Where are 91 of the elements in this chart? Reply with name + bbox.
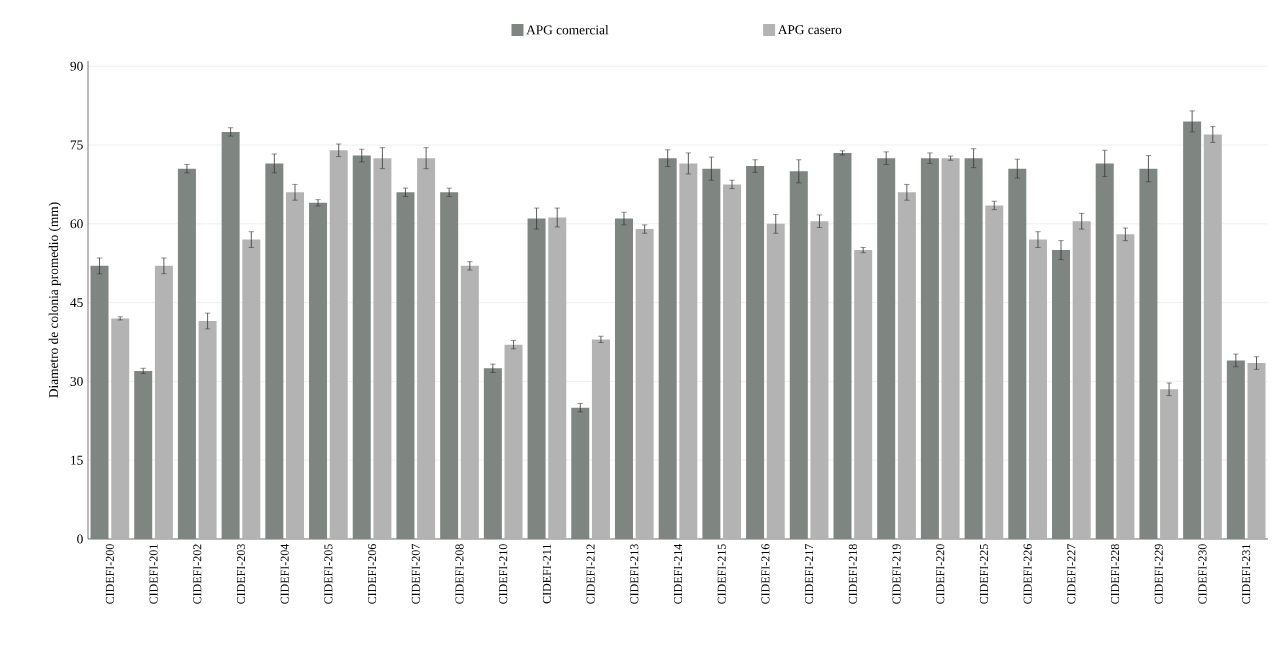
- bar: [1139, 168, 1158, 539]
- x-tick-label: CIDEFI-208: [455, 544, 464, 604]
- x-tick-label: CIDEFI-216: [761, 544, 770, 604]
- y-tick-label: 45: [70, 298, 83, 308]
- bar: [964, 158, 983, 539]
- bar: [504, 344, 523, 539]
- x-tick-label: CIDEFI-228: [1111, 544, 1120, 604]
- bar: [221, 131, 240, 539]
- x-tick-label: CIDEFI-202: [193, 544, 202, 604]
- bar: [810, 221, 829, 539]
- bar: [1095, 163, 1114, 539]
- bar: [1072, 221, 1091, 539]
- bar: [1116, 234, 1135, 539]
- bar: [154, 265, 173, 539]
- bar: [1160, 389, 1179, 539]
- bar: [198, 321, 217, 539]
- bar: [679, 163, 698, 539]
- x-tick-label: CIDEFI-211: [542, 544, 551, 604]
- bar: [1203, 134, 1222, 539]
- x-tick-label: CIDEFI-217: [805, 544, 814, 604]
- bar: [460, 265, 479, 539]
- bar: [548, 217, 567, 539]
- bar: [329, 150, 348, 539]
- bar: [985, 205, 1004, 539]
- x-tick-label: CIDEFI-203: [236, 544, 246, 604]
- y-tick-label: 60: [70, 219, 83, 229]
- x-tick-label: CIDEFI-227: [1067, 544, 1076, 604]
- bar: [90, 265, 109, 539]
- y-tick-label: 15: [71, 455, 83, 465]
- x-tick-label: CIDEFI-206: [368, 544, 377, 604]
- bar: [897, 192, 916, 539]
- x-tick-label: CIDEFI-200: [105, 544, 114, 604]
- bar: [941, 158, 960, 539]
- bar: [723, 184, 742, 539]
- bar: [614, 218, 633, 539]
- x-tick-label: CIDEFI-210: [499, 544, 508, 604]
- bar: [396, 192, 415, 539]
- bar: [1183, 121, 1202, 539]
- bar: [877, 158, 896, 539]
- bar: [854, 250, 873, 539]
- x-tick-label: CIDEFI-214: [673, 543, 683, 604]
- bar: [242, 239, 261, 539]
- bar: [571, 407, 590, 539]
- x-tick-label: CIDEFI-204: [280, 543, 289, 604]
- x-tick-label: CIDEFI-220: [936, 544, 945, 604]
- legend-label: APG comercial: [526, 25, 609, 35]
- x-tick-label: CIDEFI-226: [1023, 544, 1032, 604]
- x-tick-label: CIDEFI-205: [324, 544, 333, 604]
- legend-label: APG casero: [777, 25, 842, 35]
- y-tick-label: 90: [70, 61, 83, 71]
- bar: [1226, 360, 1245, 539]
- y-tick-label: 0: [77, 534, 83, 544]
- y-tick-label: 75: [70, 140, 83, 150]
- bar: [309, 202, 328, 539]
- bar: [265, 163, 284, 539]
- bar: [658, 158, 677, 539]
- bar: [702, 168, 721, 539]
- x-tick-label: CIDEFI-213: [630, 544, 639, 604]
- x-tick-label: CIDEFI-231: [1242, 544, 1251, 604]
- bar: [286, 192, 305, 539]
- x-tick-label: CIDEFI-207: [411, 544, 420, 604]
- x-tick-label: CIDEFI-219: [892, 544, 901, 604]
- bar: [134, 370, 153, 539]
- x-tick-label: CIDEFI-225: [979, 544, 988, 604]
- bar: [352, 155, 371, 539]
- x-tick-label: CIDEFI-230: [1198, 544, 1207, 604]
- x-tick-label: CIDEFI-201: [149, 544, 158, 604]
- bar: [111, 318, 130, 539]
- bar: [1052, 250, 1071, 539]
- bar: [177, 168, 196, 539]
- y-tick-label: 30: [70, 376, 83, 386]
- bar: [527, 218, 546, 539]
- bar: [417, 158, 436, 539]
- bar: [1247, 363, 1266, 539]
- bar: [789, 171, 808, 539]
- x-tick-label: CIDEFI-215: [717, 544, 726, 604]
- bar: [1008, 168, 1027, 539]
- bar: [920, 158, 939, 539]
- bar: [440, 192, 459, 539]
- x-tick-label: CIDEFI-229: [1154, 544, 1163, 604]
- bar: [483, 368, 502, 539]
- bar: [373, 158, 392, 539]
- bar: [833, 152, 852, 539]
- x-tick-label: CIDEFI-212: [586, 544, 595, 604]
- bar: [746, 166, 765, 539]
- bar: [1028, 239, 1047, 539]
- y-axis-title: Diametro de colonia promedio (mm): [48, 202, 61, 398]
- x-tick-label: CIDEFI-218: [848, 544, 857, 604]
- bar: [591, 339, 610, 539]
- bar: [766, 223, 785, 539]
- bar: [635, 229, 654, 539]
